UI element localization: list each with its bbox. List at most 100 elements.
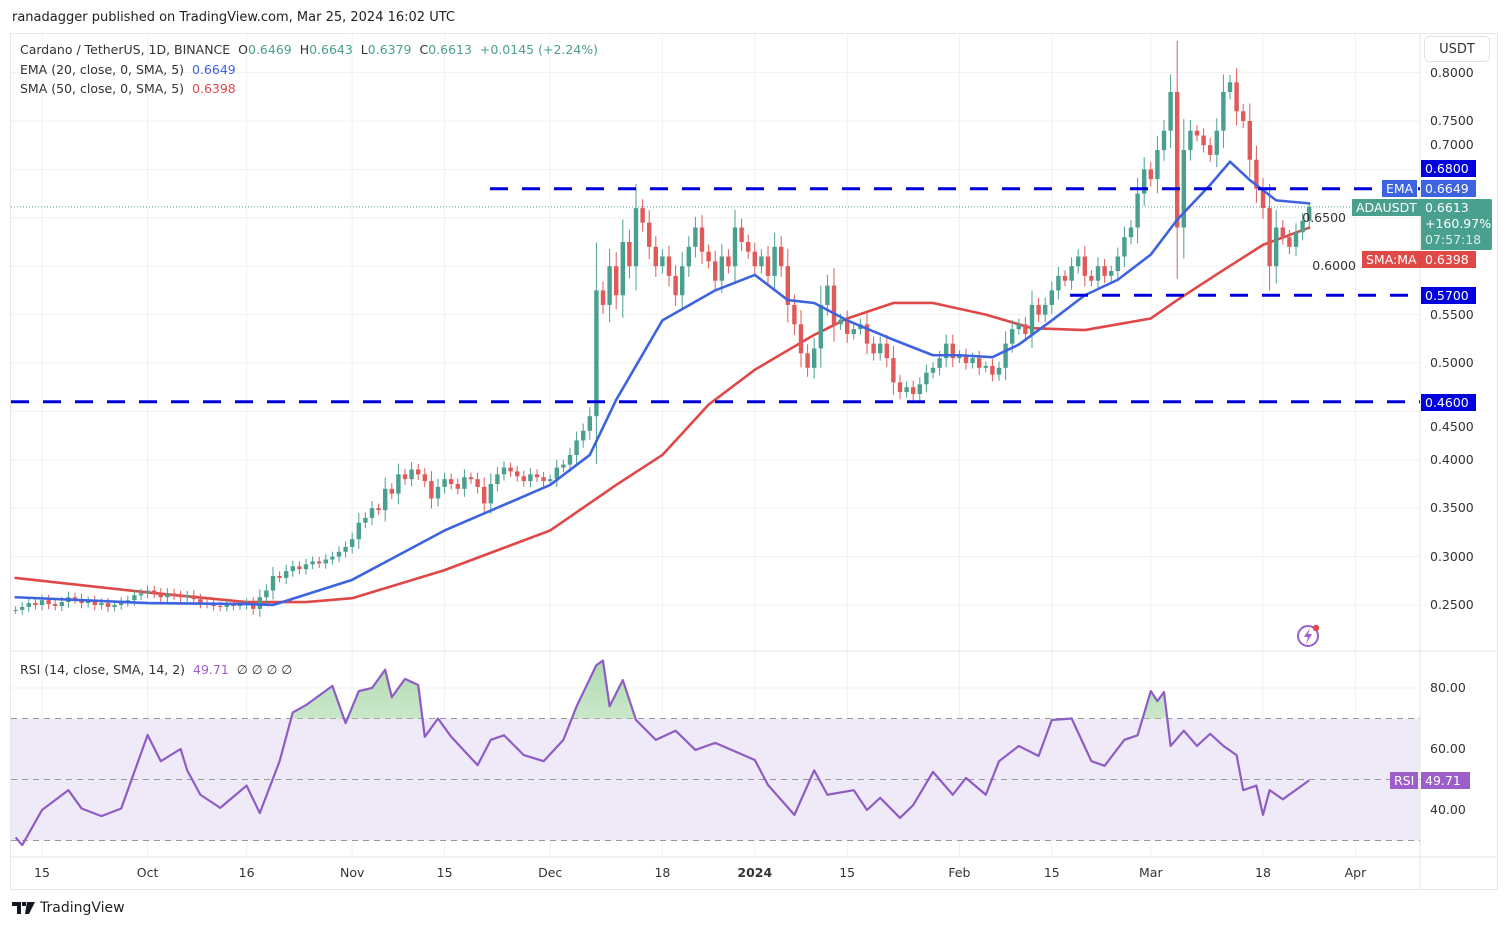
candle bbox=[1095, 257, 1101, 290]
candle-body bbox=[462, 477, 467, 489]
candle bbox=[330, 551, 335, 565]
price-tick-label: 0.3500 bbox=[1430, 500, 1474, 516]
candle-body bbox=[237, 605, 243, 606]
candle bbox=[323, 554, 328, 569]
open-value: 0.6469 bbox=[247, 42, 292, 57]
candle-body bbox=[495, 474, 500, 484]
candle-body bbox=[1135, 193, 1140, 228]
candle-body bbox=[1142, 169, 1147, 194]
candle bbox=[845, 310, 850, 343]
candle bbox=[1214, 118, 1219, 168]
candle bbox=[752, 242, 757, 276]
resistance-price-tag: 0.6800 bbox=[1421, 160, 1476, 177]
candle bbox=[759, 249, 764, 274]
candle bbox=[53, 599, 58, 611]
candle bbox=[785, 248, 790, 323]
price-tick-label: 0.5000 bbox=[1430, 355, 1474, 370]
candle bbox=[607, 248, 612, 323]
candle-body bbox=[1300, 220, 1305, 233]
candle-body bbox=[1287, 237, 1292, 247]
candle bbox=[1175, 40, 1180, 279]
candle bbox=[429, 471, 434, 509]
currency-button[interactable]: USDT bbox=[1424, 36, 1490, 62]
candle bbox=[574, 431, 579, 464]
candle bbox=[1056, 266, 1061, 300]
rsi-legend[interactable]: RSI (14, close, SMA, 14, 2) 49.71 ∅ ∅ ∅ … bbox=[20, 662, 292, 677]
candle-body bbox=[336, 551, 342, 557]
tradingview-logo[interactable]: TradingView bbox=[12, 900, 125, 916]
candle bbox=[488, 473, 493, 515]
candle bbox=[818, 285, 823, 368]
ema20-line bbox=[14, 160, 1311, 607]
candle-body bbox=[1161, 130, 1167, 151]
price-tick-label: 0.5500 bbox=[1430, 306, 1474, 322]
candle bbox=[224, 600, 229, 612]
candle-body bbox=[884, 343, 889, 359]
candle-body bbox=[772, 246, 777, 276]
candle-body bbox=[429, 481, 434, 499]
candle bbox=[891, 345, 896, 395]
candle bbox=[680, 252, 685, 310]
candle bbox=[363, 512, 368, 529]
candle bbox=[977, 350, 982, 376]
candle bbox=[930, 362, 936, 379]
candle bbox=[191, 590, 196, 605]
candle-body bbox=[1010, 329, 1015, 344]
rsi-label: RSI (14, close, SMA, 14, 2) bbox=[20, 662, 186, 677]
candle-body bbox=[508, 467, 513, 472]
time-tick-label: 2024 bbox=[737, 865, 773, 880]
candle bbox=[963, 348, 969, 370]
candle-body bbox=[699, 227, 705, 252]
candle bbox=[442, 472, 447, 494]
candle-body bbox=[138, 593, 144, 596]
candle-body bbox=[673, 275, 678, 296]
candle bbox=[884, 334, 889, 368]
candle bbox=[1234, 68, 1239, 126]
candle bbox=[1267, 183, 1272, 291]
candle bbox=[152, 585, 157, 599]
candle-body bbox=[1293, 232, 1299, 247]
candle bbox=[455, 478, 460, 495]
candle-body bbox=[660, 256, 665, 267]
candle-body bbox=[1128, 227, 1134, 238]
candle bbox=[270, 567, 276, 600]
candle bbox=[1188, 120, 1193, 161]
candle-body bbox=[904, 387, 909, 393]
candle-body bbox=[39, 600, 45, 605]
sma-legend[interactable]: SMA (50, close, 0, SMA, 5) 0.6398 bbox=[20, 81, 236, 96]
candle-body bbox=[482, 486, 487, 504]
candle-body bbox=[297, 566, 302, 570]
candle-body bbox=[488, 484, 493, 504]
candle bbox=[336, 546, 342, 563]
alert-icon[interactable] bbox=[1297, 624, 1320, 647]
candle-body bbox=[1062, 275, 1068, 281]
candle bbox=[541, 471, 546, 487]
candle bbox=[528, 468, 533, 488]
candle bbox=[46, 594, 51, 610]
candle-body bbox=[825, 285, 830, 305]
candle-body bbox=[983, 365, 988, 368]
sma-label: SMA (50, close, 0, SMA, 5) bbox=[20, 81, 185, 96]
candle bbox=[1287, 229, 1292, 255]
candle-body bbox=[1254, 159, 1259, 189]
low-value: 0.6379 bbox=[367, 42, 412, 57]
candle-body bbox=[1056, 275, 1061, 291]
candle-body bbox=[534, 474, 540, 478]
candle bbox=[1148, 162, 1153, 187]
candle-body bbox=[145, 590, 150, 594]
candle bbox=[508, 462, 513, 477]
time-tick-label: Nov bbox=[339, 865, 365, 880]
candle bbox=[917, 377, 922, 402]
ema-legend[interactable]: EMA (20, close, 0, SMA, 5) 0.6649 bbox=[20, 62, 236, 77]
candle bbox=[614, 252, 619, 310]
candle bbox=[145, 585, 150, 599]
candle bbox=[435, 478, 441, 507]
symbol-title[interactable]: Cardano / TetherUS, 1D, BINANCE bbox=[20, 42, 231, 57]
candle bbox=[1307, 203, 1312, 230]
candle-body bbox=[158, 593, 163, 598]
candle bbox=[1089, 270, 1094, 287]
candle bbox=[422, 468, 427, 488]
candle bbox=[501, 461, 507, 481]
candle-body bbox=[33, 603, 38, 605]
